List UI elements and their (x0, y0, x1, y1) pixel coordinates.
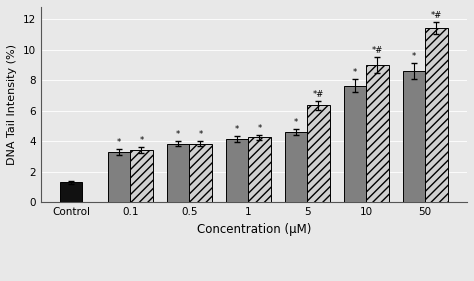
Text: *: * (353, 68, 357, 77)
Bar (344, 85, 366, 202)
Text: *#: *# (313, 90, 324, 99)
Text: *: * (176, 130, 180, 139)
Bar (189, 144, 212, 202)
Text: *: * (257, 124, 262, 133)
Bar (403, 71, 425, 202)
Bar (108, 152, 130, 202)
Bar (167, 144, 189, 202)
Bar (285, 132, 307, 202)
Text: *#: *# (372, 46, 383, 55)
Bar (366, 65, 389, 202)
Bar (425, 28, 447, 202)
Text: *: * (412, 52, 416, 61)
Text: *: * (117, 138, 121, 147)
Bar (248, 137, 271, 202)
Text: *#: *# (431, 11, 442, 21)
X-axis label: Concentration (μM): Concentration (μM) (197, 223, 311, 236)
Text: *: * (294, 118, 298, 127)
Bar (226, 139, 248, 202)
Y-axis label: DNA Tail Intensity (%): DNA Tail Intensity (%) (7, 44, 17, 165)
Text: *: * (139, 136, 144, 145)
Bar (130, 150, 153, 202)
Bar (60, 182, 82, 202)
Text: *: * (235, 125, 239, 134)
Text: *: * (198, 130, 202, 139)
Bar (307, 105, 329, 202)
